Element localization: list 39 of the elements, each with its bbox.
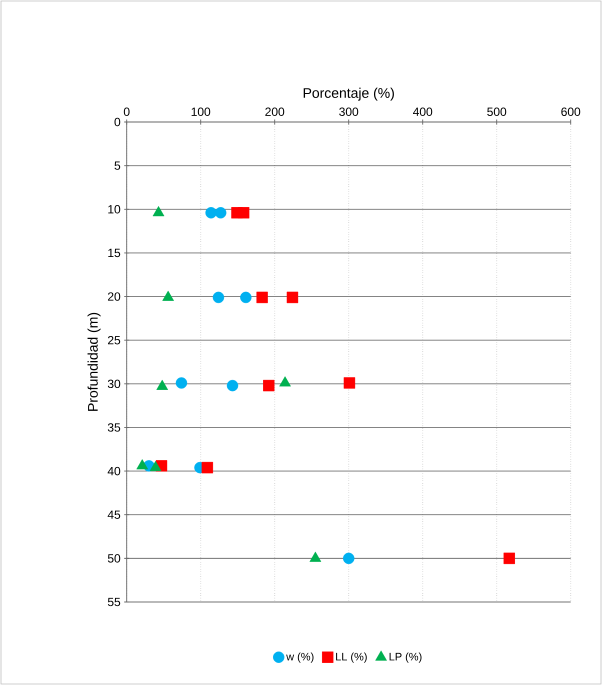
point — [212, 292, 224, 304]
x-tick-label: 300 — [339, 108, 358, 116]
y-axis-title: Profundidad (m) — [88, 312, 101, 411]
point — [344, 377, 356, 389]
point — [205, 207, 217, 218]
y-tick-label: 25 — [108, 336, 120, 344]
point — [214, 207, 226, 218]
y-tick-label: 10 — [108, 205, 120, 214]
y-tick-label: 20 — [108, 292, 120, 301]
point — [343, 552, 354, 564]
point — [256, 292, 268, 304]
y-tick-label: 15 — [108, 248, 120, 258]
y-tick-label: 35 — [108, 423, 120, 432]
y-tick-label: 0 — [114, 118, 120, 126]
point — [152, 206, 164, 216]
legend-label: LL (%) — [336, 652, 367, 663]
point — [202, 462, 214, 474]
y-tick-label: 50 — [108, 554, 120, 563]
legend-label: LP (%) — [390, 652, 422, 663]
x-tick-label: 200 — [265, 108, 284, 116]
point — [238, 207, 250, 218]
y-tick-label: 45 — [108, 510, 120, 519]
point — [240, 292, 252, 304]
y-tick-label: 5 — [114, 161, 120, 170]
x-tick-label: 400 — [413, 108, 432, 116]
y-tick-label: 55 — [108, 598, 120, 606]
legend-label: w (%) — [286, 652, 314, 663]
x-tick-label: 0 — [124, 108, 130, 116]
point — [263, 380, 274, 392]
point — [504, 552, 515, 564]
y-tick-label: 30 — [108, 380, 120, 388]
x-axis-title: Porcentaje (%) — [304, 88, 394, 101]
y-tick-label: 40 — [108, 466, 120, 476]
x-tick-label: 600 — [561, 108, 580, 116]
point — [226, 380, 238, 392]
point — [176, 377, 188, 389]
x-tick-label: 100 — [192, 108, 210, 116]
point — [286, 292, 298, 304]
x-tick-label: 500 — [487, 108, 506, 116]
